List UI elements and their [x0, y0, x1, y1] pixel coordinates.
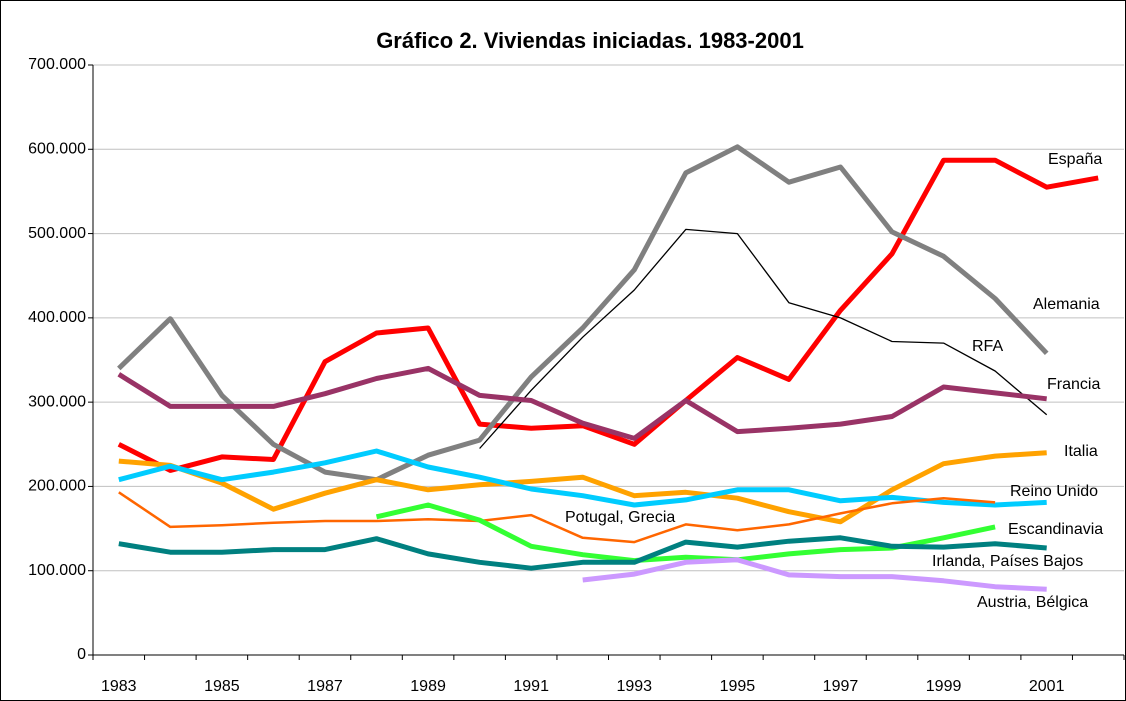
- series-label: RFA: [972, 338, 1003, 355]
- x-tick-label: 1993: [616, 678, 652, 695]
- y-tick-label: 300.000: [28, 393, 86, 410]
- x-tick-label: 1991: [513, 678, 549, 695]
- x-tick-label: 1983: [101, 678, 137, 695]
- series-line: [118, 450, 1047, 525]
- series-label: Italia: [1064, 443, 1098, 460]
- series-label: Escandinavia: [1008, 521, 1103, 538]
- y-tick-label: 400.000: [28, 309, 86, 326]
- y-tick-label: 200.000: [28, 478, 86, 495]
- series-label: Potugal, Grecia: [565, 509, 675, 526]
- x-tick-label: 1999: [926, 678, 962, 695]
- series-line: [117, 365, 1047, 441]
- series-line: [582, 557, 1047, 592]
- y-tick-label: 100.000: [28, 562, 86, 579]
- x-tick-label: 1997: [823, 678, 859, 695]
- series-label: Alemania: [1033, 296, 1100, 313]
- series-label: Francia: [1047, 376, 1100, 393]
- series-line: [118, 491, 996, 544]
- series-line: [118, 448, 1047, 508]
- series-label: Irlanda, Países Bajos: [932, 553, 1083, 570]
- y-tick-label: 700.000: [28, 56, 86, 73]
- series-line: [117, 157, 1099, 473]
- y-tick-label: 0: [77, 646, 86, 663]
- plot-area: 0 100.000 200.000 300.000 400.000 500.000 600.…: [28, 56, 1125, 695]
- chart-title: Gráfico 2. Viviendas iniciadas. 1983-200…: [376, 28, 804, 53]
- series-line: [479, 228, 1048, 449]
- y-tick-label: 600.000: [28, 141, 86, 158]
- series-line: [118, 535, 1047, 571]
- x-tick-label: 1985: [204, 678, 240, 695]
- x-tick-label: 2001: [1029, 678, 1065, 695]
- y-tick-label: 500.000: [28, 225, 86, 242]
- series-label: Reino Unido: [1010, 483, 1098, 500]
- x-tick-label: 1987: [307, 678, 343, 695]
- series-label: Austria, Bélgica: [977, 594, 1088, 611]
- x-tick-label: 1995: [720, 678, 756, 695]
- series-label: España: [1048, 151, 1102, 168]
- series-line: [117, 144, 1049, 483]
- x-tick-label: 1989: [410, 678, 446, 695]
